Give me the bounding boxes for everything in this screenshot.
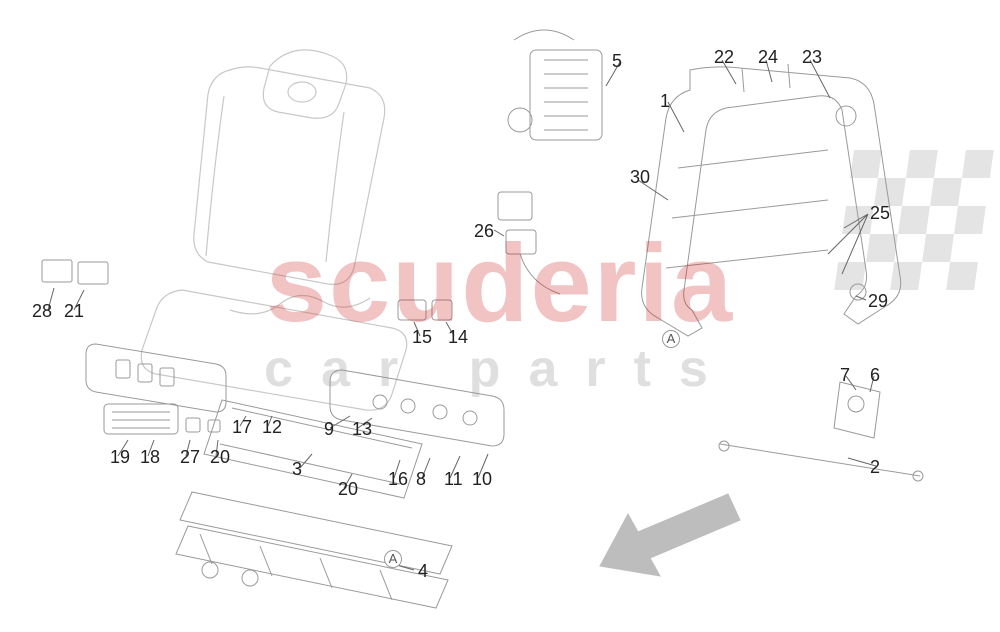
seat-back-frame — [642, 64, 901, 336]
callout-29: 29 — [868, 292, 888, 310]
callout-19: 19 — [110, 448, 130, 466]
sensor-module — [498, 192, 560, 294]
callout-8: 8 — [416, 470, 426, 488]
actuator-small — [398, 300, 452, 320]
marker-A: A — [384, 550, 402, 568]
callout-6: 6 — [870, 366, 880, 384]
callout-30: 30 — [630, 168, 650, 186]
callout-25: 25 — [870, 204, 890, 222]
callout-20: 20 — [210, 448, 230, 466]
callout-28: 28 — [32, 302, 52, 320]
recliner-mechanism — [719, 382, 923, 481]
callout-1: 1 — [660, 92, 670, 110]
callout-15: 15 — [412, 328, 432, 346]
leader-lines — [48, 60, 876, 570]
callout-11: 11 — [444, 470, 463, 488]
callout-7: 7 — [840, 366, 850, 384]
control-module — [104, 404, 178, 434]
callout-9: 9 — [324, 420, 334, 438]
callout-21: 21 — [64, 302, 84, 320]
direction-arrow-icon — [600, 494, 740, 576]
callout-24: 24 — [758, 48, 778, 66]
diagram-stage: scuderia car parts 512224233026252928211… — [0, 0, 1000, 632]
callout-20: 20 — [338, 480, 358, 498]
callout-4: 4 — [418, 562, 428, 580]
callout-12: 12 — [262, 418, 282, 436]
seat-track — [176, 492, 452, 608]
switch-panel-left — [86, 344, 226, 412]
callout-10: 10 — [472, 470, 492, 488]
callout-22: 22 — [714, 48, 734, 66]
marker-A: A — [662, 330, 680, 348]
callout-5: 5 — [612, 52, 622, 70]
callout-26: 26 — [474, 222, 494, 240]
callout-2: 2 — [870, 458, 880, 476]
callout-3: 3 — [292, 460, 302, 478]
lumbar-support-module — [508, 30, 602, 140]
callout-13: 13 — [352, 420, 372, 438]
seat-assembly-outline — [141, 50, 406, 410]
callout-16: 16 — [388, 470, 408, 488]
callout-27: 27 — [180, 448, 200, 466]
callout-17: 17 — [232, 418, 252, 436]
callout-14: 14 — [448, 328, 468, 346]
callout-18: 18 — [140, 448, 160, 466]
relay-modules — [42, 260, 108, 284]
lineart-layer — [0, 0, 1000, 632]
callout-23: 23 — [802, 48, 822, 66]
